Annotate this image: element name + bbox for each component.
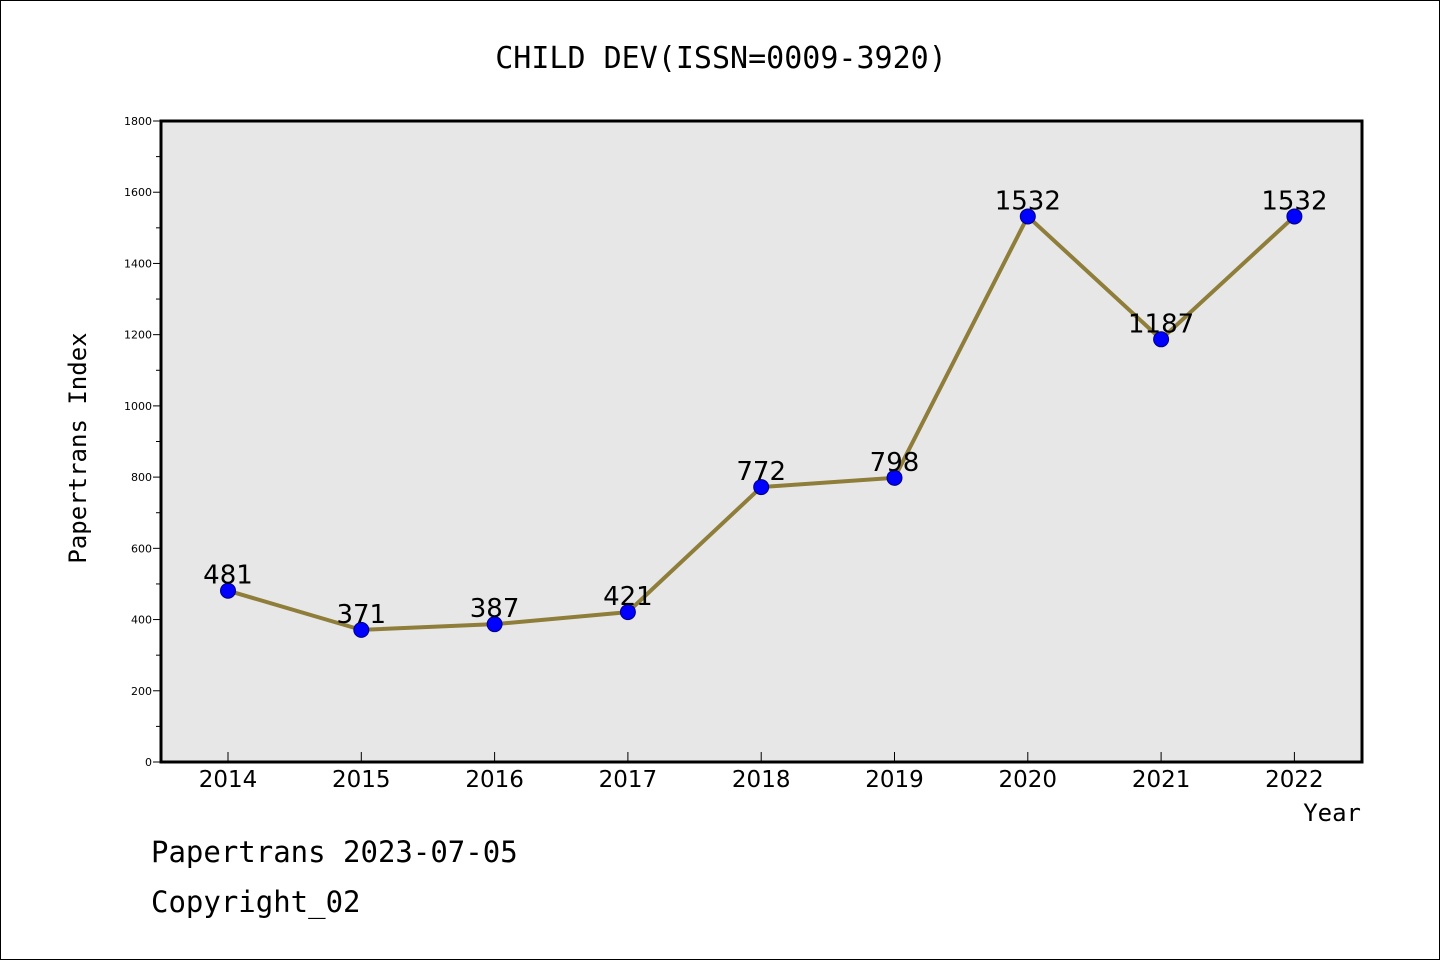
y-tick-label: 1000 bbox=[124, 400, 152, 413]
y-tick-label: 600 bbox=[131, 542, 152, 555]
x-tick-label: 2019 bbox=[865, 767, 924, 793]
data-point-marker bbox=[353, 621, 370, 638]
data-point-marker bbox=[220, 582, 236, 599]
y-tick-label: 1600 bbox=[124, 186, 152, 199]
data-label: 1187 bbox=[1128, 309, 1194, 339]
plot-area bbox=[161, 121, 1362, 762]
data-label: 371 bbox=[336, 600, 386, 630]
x-tick-label: 2016 bbox=[465, 767, 524, 793]
data-label: 421 bbox=[603, 582, 653, 612]
y-tick-label: 0 bbox=[145, 756, 152, 769]
data-point-marker bbox=[619, 604, 636, 621]
x-tick-label: 2022 bbox=[1265, 767, 1324, 793]
data-labels: 481 371 387 421 772 798 1532 1187 1532 bbox=[203, 186, 1327, 629]
data-label: 798 bbox=[870, 448, 920, 478]
y-axis-label: Papertrans Index bbox=[64, 332, 92, 563]
x-tick-label: 2020 bbox=[999, 767, 1058, 793]
data-point-marker bbox=[1286, 208, 1303, 225]
data-label: 387 bbox=[470, 594, 520, 624]
x-axis-ticks: 2014 2015 2016 2017 2018 2019 2020 2021 2022 bbox=[199, 752, 1324, 793]
y-tick-label: 400 bbox=[131, 614, 152, 627]
data-point-marker bbox=[1153, 331, 1170, 348]
data-point-marker bbox=[486, 616, 503, 633]
data-point-marker bbox=[1019, 208, 1036, 225]
y-tick-label: 200 bbox=[131, 685, 152, 698]
footer-copyright: Copyright_02 bbox=[151, 885, 361, 919]
y-tick-label: 1400 bbox=[124, 257, 152, 270]
plot-border bbox=[159, 119, 1364, 764]
x-tick-label: 2021 bbox=[1132, 767, 1191, 793]
x-tick-label: 2017 bbox=[599, 767, 658, 793]
data-point-marker bbox=[753, 479, 770, 496]
data-point-marker bbox=[886, 469, 903, 486]
chart-title: CHILD DEV(ISSN=0009-3920) bbox=[495, 41, 947, 76]
y-axis-ticks: 0 200 400 600 800 1000 1200 1400 1600 1800 bbox=[124, 115, 161, 769]
series-group bbox=[220, 208, 1303, 638]
data-label: 772 bbox=[736, 457, 786, 487]
data-label: 1532 bbox=[1261, 186, 1327, 216]
x-tick-label: 2015 bbox=[332, 767, 391, 793]
x-axis-label: Year bbox=[1303, 799, 1361, 827]
x-tick-label: 2018 bbox=[732, 767, 791, 793]
footer-date: Papertrans 2023-07-05 bbox=[151, 835, 518, 869]
y-tick-label: 1200 bbox=[124, 329, 152, 342]
y-tick-label: 800 bbox=[131, 471, 152, 484]
x-tick-label: 2014 bbox=[199, 767, 258, 793]
data-label: 1532 bbox=[995, 186, 1061, 216]
y-tick-label: 1800 bbox=[124, 115, 152, 128]
data-label: 481 bbox=[203, 561, 253, 591]
